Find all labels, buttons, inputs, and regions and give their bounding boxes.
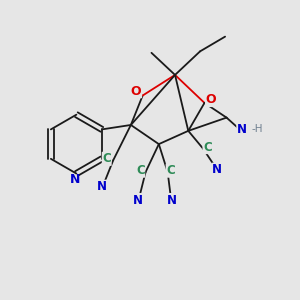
Text: N: N [70,173,80,186]
Text: N: N [133,194,143,207]
Text: N: N [167,194,177,207]
Text: O: O [131,85,142,98]
Text: -H: -H [252,124,263,134]
Text: N: N [237,123,247,136]
Text: C: C [203,141,212,154]
Text: C: C [166,164,175,177]
Text: N: N [212,163,222,176]
Text: O: O [206,93,216,106]
Text: C: C [102,152,111,165]
Text: C: C [136,164,145,177]
Text: N: N [97,180,107,193]
